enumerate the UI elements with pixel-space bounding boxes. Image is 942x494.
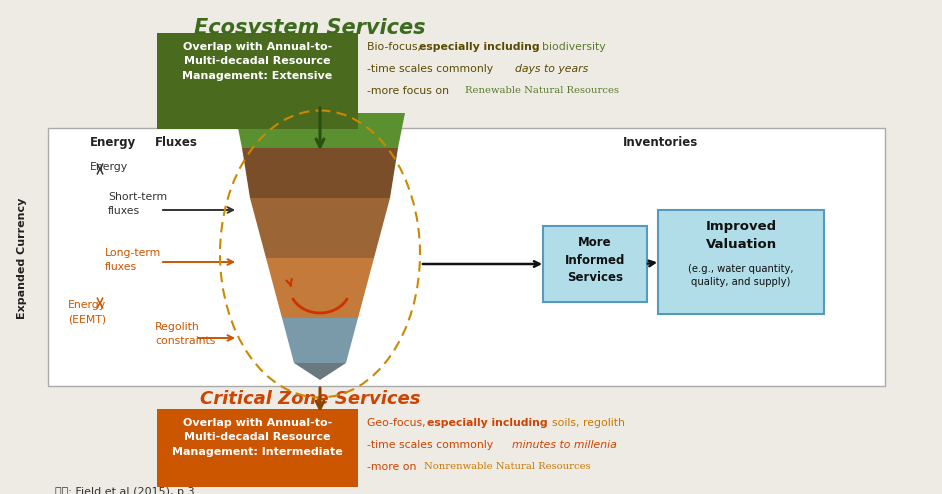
Text: especially including: especially including [427,418,551,428]
Text: Short-term: Short-term [108,192,167,202]
FancyBboxPatch shape [157,409,358,487]
Text: soils, regolith: soils, regolith [552,418,625,428]
Text: Ecosystem Services: Ecosystem Services [194,18,426,38]
Text: biodiversity: biodiversity [542,42,606,52]
Text: especially including: especially including [419,42,544,52]
Text: Regolith: Regolith [155,322,200,332]
Text: Geo-focus,: Geo-focus, [367,418,430,428]
Text: -more on: -more on [367,462,420,472]
Polygon shape [242,148,398,198]
Text: (EEMT): (EEMT) [68,314,106,324]
FancyBboxPatch shape [658,210,824,314]
Polygon shape [235,113,405,148]
Text: Overlap with Annual-to-
Multi-decadal Resource
Management: Extensive: Overlap with Annual-to- Multi-decadal Re… [183,42,333,81]
FancyBboxPatch shape [543,226,647,302]
Text: days to years: days to years [515,64,588,74]
FancyBboxPatch shape [157,33,358,129]
Text: Energy: Energy [90,162,128,172]
Text: Expanded Currency: Expanded Currency [17,197,27,319]
Text: fluxes: fluxes [108,206,140,216]
Polygon shape [266,258,374,318]
Text: Overlap with Annual-to-
Multi-decadal Resource
Management: Intermediate: Overlap with Annual-to- Multi-decadal Re… [172,418,343,457]
Text: Energy: Energy [90,136,137,149]
FancyBboxPatch shape [48,128,885,386]
Text: Renewable Natural Resources: Renewable Natural Resources [465,86,619,95]
Text: -time scales commonly: -time scales commonly [367,64,496,74]
Text: Bio-focus,: Bio-focus, [367,42,425,52]
Text: Long-term: Long-term [105,248,161,258]
Polygon shape [250,198,390,258]
Text: (e.g., water quantity,
quality, and supply): (e.g., water quantity, quality, and supp… [689,264,794,287]
Text: Energy: Energy [68,300,106,310]
Text: Critical Zone Services: Critical Zone Services [200,390,420,408]
Text: -more focus on: -more focus on [367,86,452,96]
Text: Improved
Valuation: Improved Valuation [706,220,776,250]
Polygon shape [282,318,358,363]
Polygon shape [294,363,346,380]
Text: 자료: Field et al.(2015), p.3.: 자료: Field et al.(2015), p.3. [55,487,198,494]
Text: fluxes: fluxes [105,262,138,272]
Text: More
Informed
Services: More Informed Services [565,236,625,284]
Text: Nonrenwable Natural Resources: Nonrenwable Natural Resources [424,462,591,471]
Text: minutes to millenia: minutes to millenia [512,440,617,450]
Text: -time scales commonly: -time scales commonly [367,440,496,450]
Text: Fluxes: Fluxes [155,136,198,149]
Text: Inventories: Inventories [623,136,698,149]
Text: constraints: constraints [155,336,216,346]
